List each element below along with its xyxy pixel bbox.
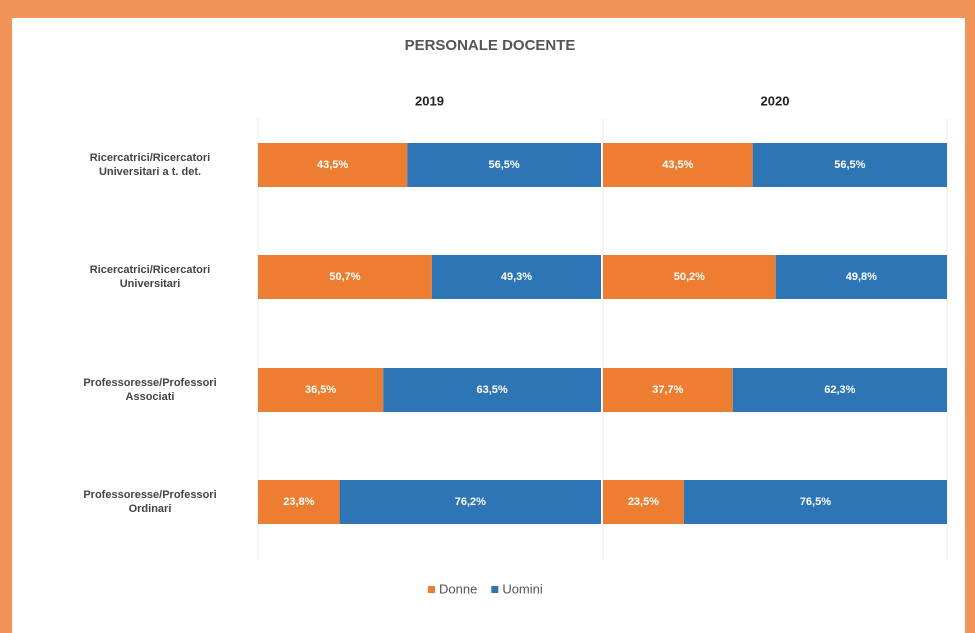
bar-segment (339, 480, 601, 524)
chart-area (12, 18, 965, 633)
bar-segment (752, 143, 947, 187)
legend-label: Uomini (502, 581, 543, 596)
bar-segment (258, 368, 384, 412)
panel-title: 2019 (415, 93, 444, 108)
bar-segment (603, 480, 684, 524)
data-label: 36,5% (305, 384, 336, 396)
data-label: 50,7% (329, 271, 360, 283)
bar-segment (603, 143, 753, 187)
bar-segment (383, 368, 601, 412)
data-label: 63,5% (476, 384, 507, 396)
legend-swatch (428, 586, 435, 593)
bar-segment (431, 255, 601, 299)
data-label: 23,8% (283, 496, 314, 508)
data-label: 56,5% (834, 159, 865, 171)
data-label: 76,5% (800, 496, 831, 508)
bar-segment (775, 255, 947, 299)
chart-title: PERSONALE DOCENTE (405, 37, 576, 54)
data-label: 43,5% (317, 159, 348, 171)
bar-segment (258, 143, 408, 187)
category-label: Ricercatrici/Ricercatori Universitari (89, 264, 211, 290)
legend-label: Donne (439, 581, 477, 596)
data-label: 76,2% (455, 496, 486, 508)
data-label: 23,5% (628, 496, 659, 508)
category-label: Professoresse/Professori Ordinari (83, 489, 217, 515)
bar-segment (603, 368, 733, 412)
bar-segment (683, 480, 947, 524)
data-label: 49,8% (846, 271, 877, 283)
category-label: Ricercatrici/Ricercatori Universitari a … (89, 152, 211, 178)
data-label: 49,3% (501, 271, 532, 283)
bar-segment (258, 480, 340, 524)
bar-segment (603, 255, 776, 299)
data-label: 62,3% (824, 384, 855, 396)
bar-segment (732, 368, 947, 412)
data-label: 43,5% (662, 159, 693, 171)
data-label: 50,2% (674, 271, 705, 283)
data-label: 37,7% (652, 384, 683, 396)
legend-swatch (491, 586, 499, 593)
bar-segment (258, 255, 432, 299)
bar-segment (407, 143, 601, 187)
category-label: Professoresse/Professori Associati (83, 377, 217, 403)
data-label: 56,5% (489, 159, 520, 171)
panel-title: 2020 (761, 93, 790, 108)
